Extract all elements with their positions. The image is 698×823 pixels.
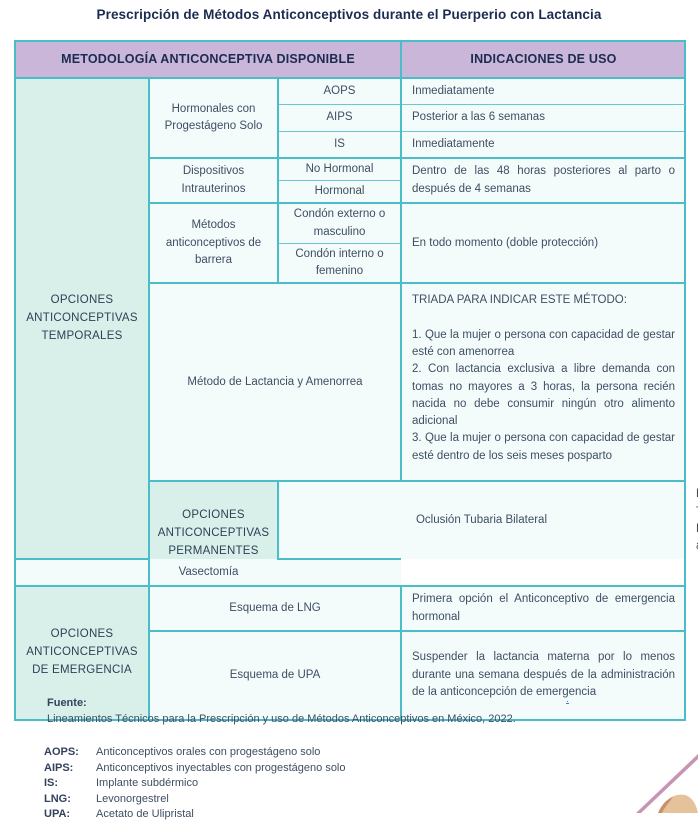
indication-barrera: En todo momento (doble protección) [400, 202, 685, 284]
link-mark: . [566, 694, 569, 705]
method-upa: Esquema de UPA [148, 629, 401, 720]
abbreviation-term: AOPS: [44, 746, 79, 758]
abbreviation-definition: Implante subdérmico [96, 777, 199, 790]
abbreviation-term: UPA: [44, 808, 71, 821]
abbreviation-term: IS: [44, 777, 59, 790]
method-diu-hormonal: Hormonal [277, 180, 401, 204]
method-vasectomia: Vasectomía [14, 558, 401, 587]
method-mela: Método de Lactancia y Amenorrea [148, 282, 401, 482]
abbreviation-definition: Anticonceptivos inyectables con progestá… [96, 761, 346, 774]
abbreviation-term: LNG: [44, 792, 71, 805]
group-diu: Dispositivos Intrauterinos [148, 156, 278, 204]
pencil-tip-illustration-icon [636, 754, 698, 813]
method-diu-no-hormonal: No Hormonal [277, 156, 401, 181]
method-is: IS [277, 130, 401, 158]
indication-upa: Suspender la lactancia materna por lo me… [400, 629, 685, 720]
abbreviation-definition: Levonorgestrel [96, 792, 169, 805]
indication-mela: TRIADA PARA INDICAR ESTE MÉTODO: 1. Que … [400, 282, 685, 482]
abbreviation-list: AOPS: Anticonceptivos orales con progest… [44, 745, 346, 823]
method-lng: Esquema de LNG [148, 585, 401, 631]
indication-diu: Dentro de las 48 horas posteriores al pa… [400, 156, 685, 204]
method-condon-externo: Condón externo o masculino [277, 202, 401, 244]
indication-aips: Posterior a las 6 semanas [400, 104, 685, 131]
section-emergencia: OPCIONES ANTICONCEPTIVAS DE EMERGENCIA [14, 585, 149, 720]
abbreviation-row: AIPS: Anticonceptivos inyectables con pr… [44, 761, 346, 777]
abbreviation-row: IS: Implante subdérmico [44, 776, 346, 792]
method-aips: AIPS [277, 104, 401, 131]
method-aops: AOPS [277, 77, 401, 105]
abbreviation-definition: Anticonceptivos orales con progestágeno … [96, 746, 321, 758]
indication-aops: Inmediatamente [400, 77, 685, 105]
method-otb: Oclusión Tubaria Bilateral [277, 480, 685, 560]
header-indications: INDICACIONES DE USO [400, 40, 685, 78]
method-condon-interno: Condón interno o femenino [277, 242, 401, 284]
source-text: Lineamientos Técnicos para la Prescripci… [47, 712, 516, 725]
abbreviation-term: AIPS: [44, 761, 74, 774]
indication-is: Inmediatamente [400, 130, 685, 158]
header-methodology: METODOLOGÍA ANTICONCEPTIVA DISPONIBLE [14, 40, 401, 78]
group-barrera: Métodos anticonceptivos de barrera [148, 202, 278, 284]
source-label: Fuente: [47, 697, 87, 709]
group-hormonales: Hormonales con Progestágeno Solo [148, 77, 278, 158]
indication-lng: Primera opción el Anticonceptivo de emer… [400, 585, 685, 631]
source-note: Fuente: Lineamientos Técnicos para la Pr… [47, 696, 516, 728]
abbreviation-row: AOPS: Anticonceptivos orales con progest… [44, 745, 346, 761]
abbreviation-row: LNG: Levonorgestrel [44, 792, 346, 808]
page-title: Prescripción de Métodos Anticonceptivos … [96, 7, 602, 22]
methods-table: METODOLOGÍA ANTICONCEPTIVA DISPONIBLE IN… [14, 40, 698, 721]
section-temporales: OPCIONES ANTICONCEPTIVAS TEMPORALES [14, 76, 149, 560]
abbreviation-definition: Acetato de Ulipristal [96, 808, 194, 821]
abbreviation-row: UPA: Acetato de Ulipristal [44, 807, 346, 823]
